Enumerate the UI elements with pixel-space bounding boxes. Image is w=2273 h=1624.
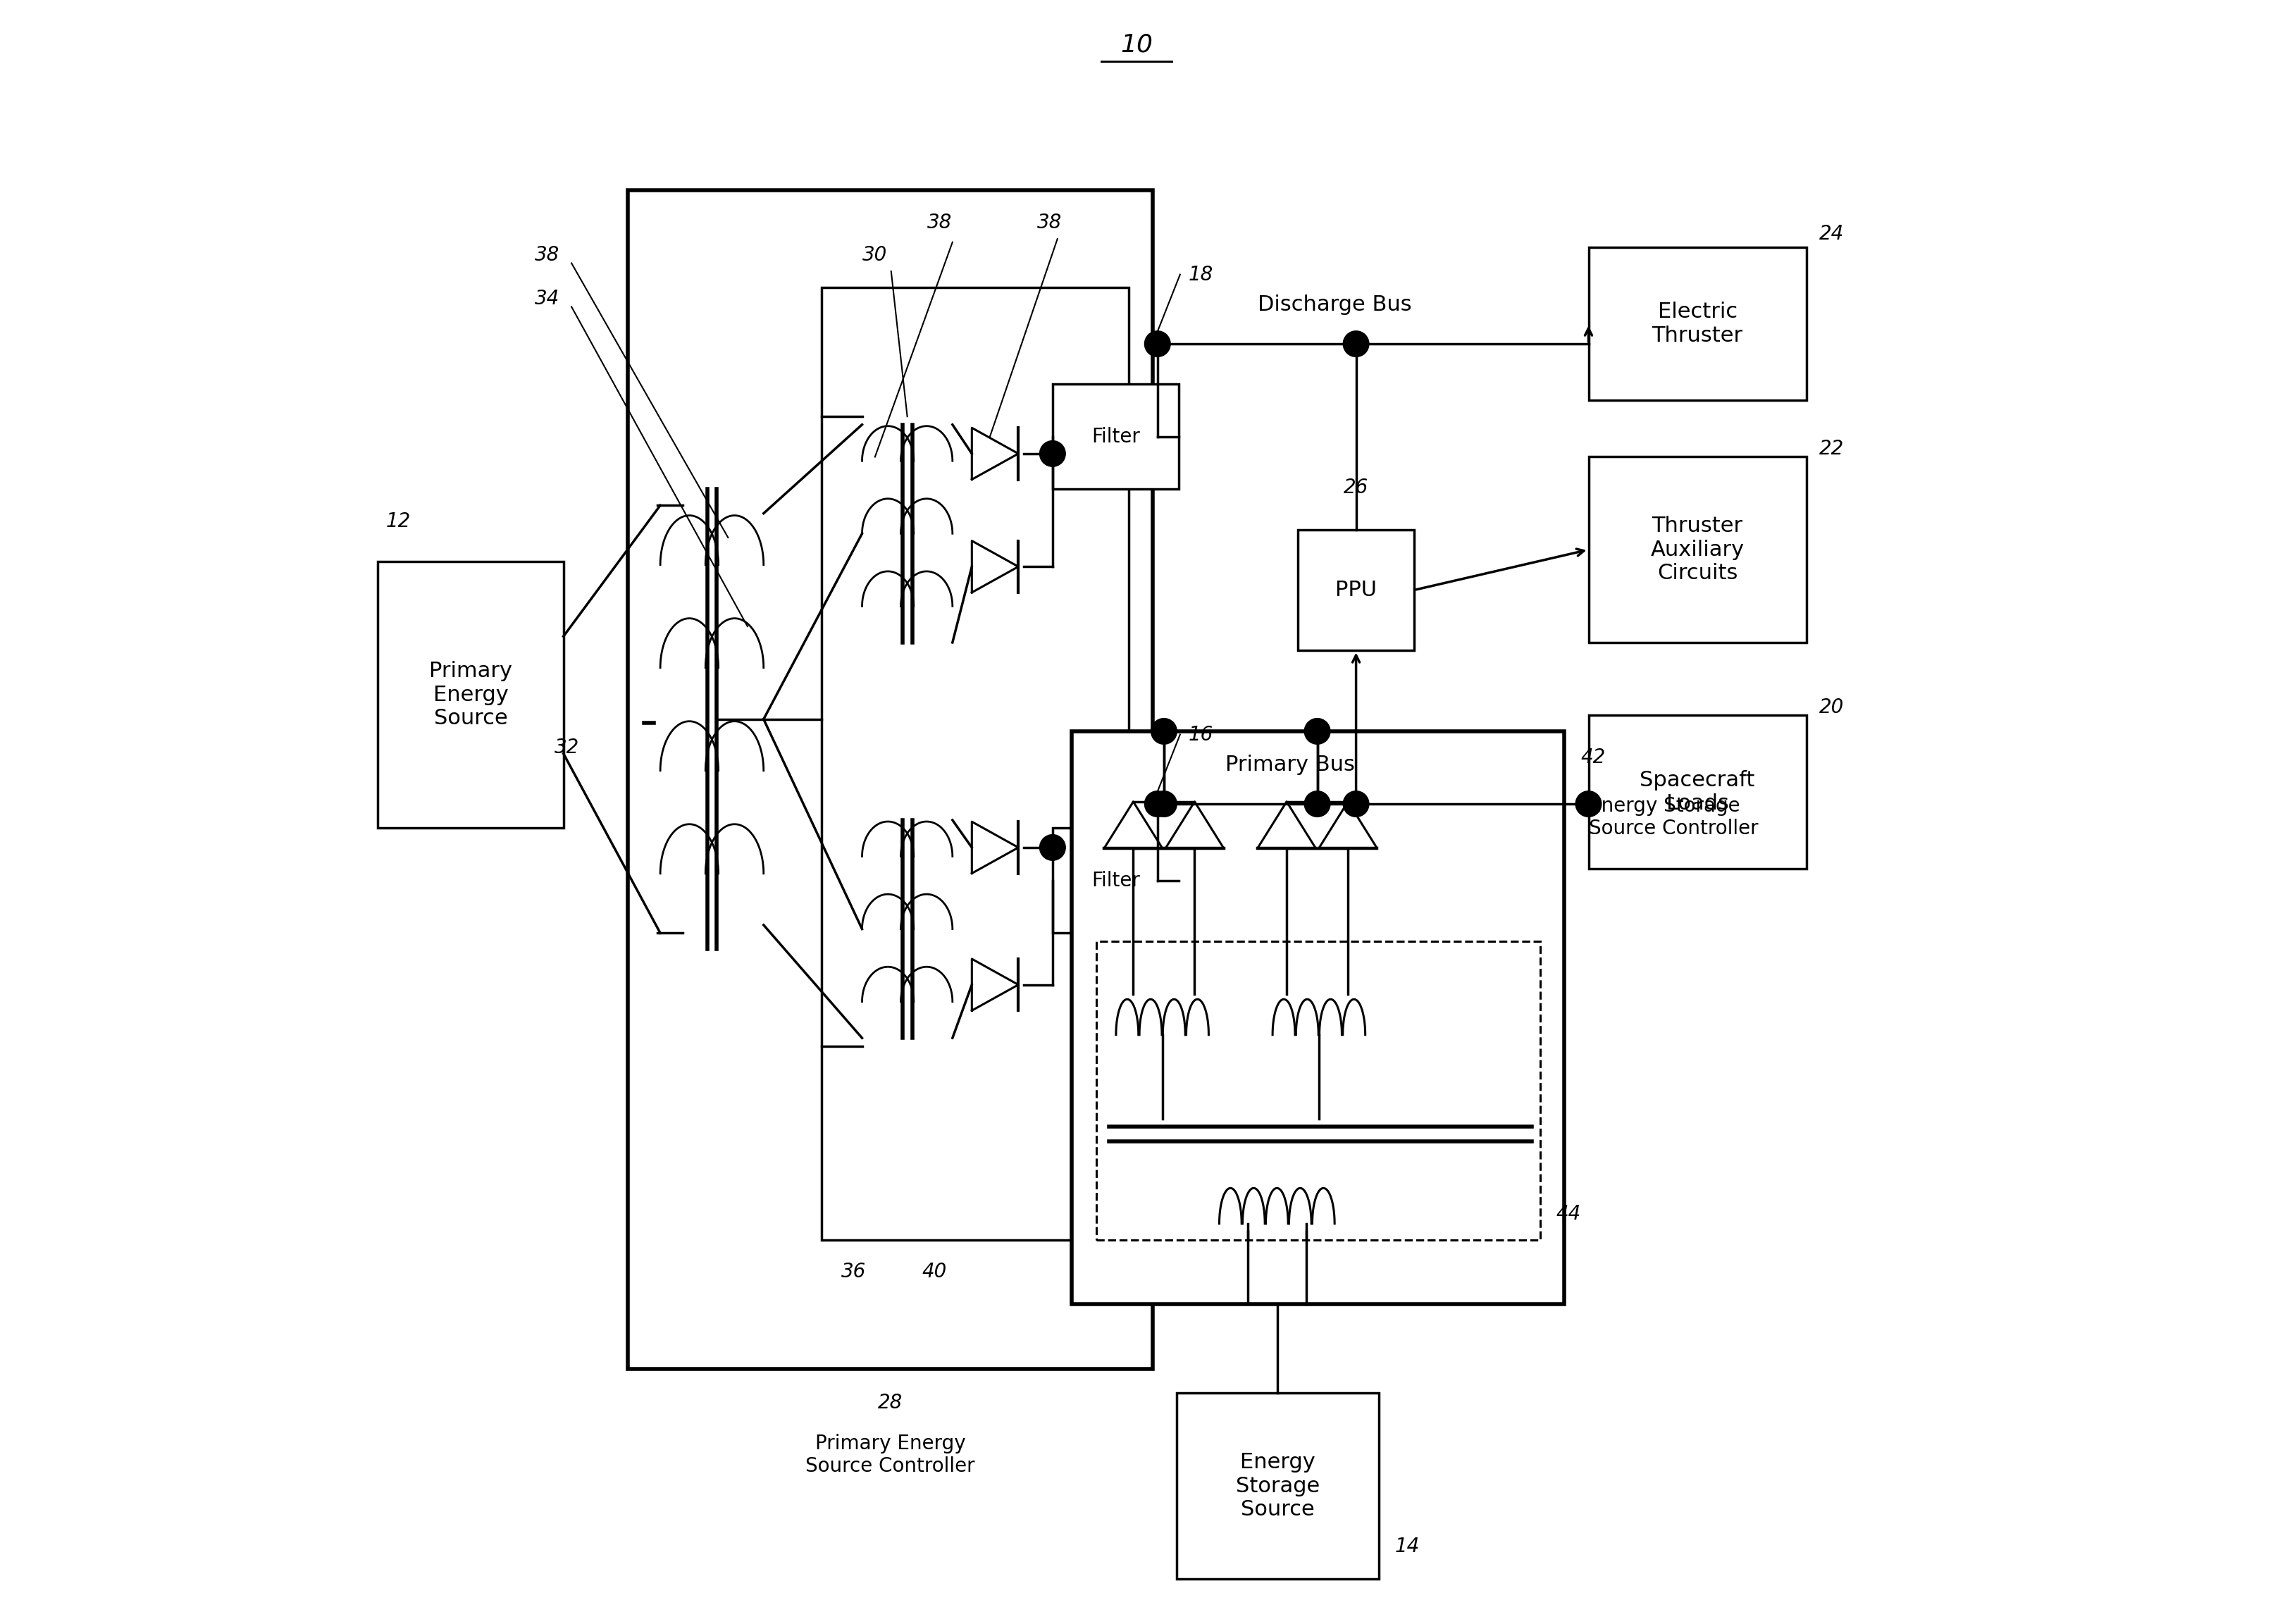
Text: Electric
Thruster: Electric Thruster — [1652, 302, 1743, 346]
Text: 18: 18 — [1189, 265, 1214, 284]
Bar — [627, 190, 1152, 1369]
Bar — [1589, 715, 1807, 869]
Text: Primary Energy
Source Controller: Primary Energy Source Controller — [805, 1434, 975, 1476]
Text: 12: 12 — [386, 512, 411, 531]
Text: 22: 22 — [1818, 438, 1843, 458]
Text: PPU: PPU — [1334, 580, 1377, 601]
Text: Primary Bus: Primary Bus — [1225, 755, 1355, 775]
Bar — [1589, 247, 1807, 401]
Text: 10: 10 — [1121, 32, 1152, 57]
Circle shape — [1150, 718, 1177, 744]
Text: Filter: Filter — [1091, 427, 1139, 447]
Text: Energy Storage
Source Controller: Energy Storage Source Controller — [1589, 796, 1757, 838]
Circle shape — [1146, 331, 1171, 357]
Bar — [1073, 731, 1564, 1304]
Text: 28: 28 — [877, 1393, 902, 1413]
Text: 26: 26 — [1343, 477, 1368, 497]
Text: 30: 30 — [861, 245, 886, 265]
Text: 16: 16 — [1189, 724, 1214, 744]
Circle shape — [1039, 440, 1066, 466]
Circle shape — [1150, 791, 1177, 817]
Text: 14: 14 — [1396, 1536, 1421, 1556]
Text: 38: 38 — [927, 213, 952, 232]
Text: 34: 34 — [534, 289, 559, 309]
Text: 24: 24 — [1818, 224, 1843, 244]
Bar — [1052, 828, 1177, 934]
Text: Spacecraft
Loads: Spacecraft Loads — [1639, 770, 1755, 814]
Circle shape — [1039, 835, 1066, 861]
Text: 32: 32 — [555, 737, 580, 757]
Bar — [1298, 529, 1414, 651]
Bar — [1177, 1393, 1380, 1579]
Bar — [1589, 456, 1807, 643]
Text: Discharge Bus: Discharge Bus — [1257, 294, 1412, 315]
Bar — [1096, 942, 1541, 1239]
Text: 42: 42 — [1580, 747, 1605, 767]
Circle shape — [1146, 791, 1171, 817]
Text: 38: 38 — [534, 245, 559, 265]
Circle shape — [1343, 791, 1368, 817]
Bar — [1052, 385, 1177, 489]
Text: 20: 20 — [1818, 697, 1843, 716]
Text: 38: 38 — [1036, 213, 1061, 232]
Text: 40: 40 — [923, 1262, 948, 1281]
Bar — [377, 562, 564, 828]
Text: Primary
Energy
Source: Primary Energy Source — [430, 661, 511, 729]
Circle shape — [1343, 331, 1368, 357]
Text: Filter: Filter — [1091, 870, 1139, 890]
Circle shape — [1575, 791, 1602, 817]
Circle shape — [1305, 791, 1330, 817]
Text: Thruster
Auxiliary
Circuits: Thruster Auxiliary Circuits — [1650, 516, 1743, 583]
Circle shape — [1305, 718, 1330, 744]
Text: Energy
Storage
Source: Energy Storage Source — [1237, 1452, 1321, 1520]
Text: 44: 44 — [1557, 1203, 1582, 1223]
Bar — [823, 287, 1127, 1239]
Text: 36: 36 — [841, 1262, 866, 1281]
